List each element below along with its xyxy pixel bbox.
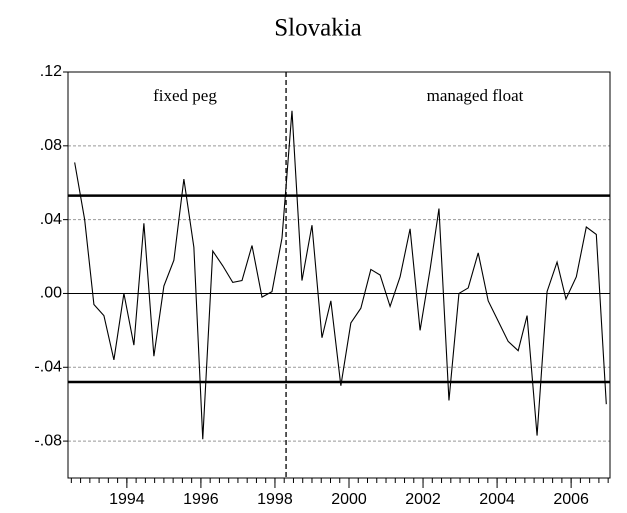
annotation: fixed peg: [153, 86, 217, 105]
x-tick-label: 2002: [405, 491, 441, 508]
data-line: [74, 110, 607, 440]
annotation: managed float: [427, 86, 524, 105]
chart-title: Slovakia: [274, 15, 362, 42]
x-tick-label: 2004: [479, 491, 515, 508]
x-tick-label: 1996: [183, 491, 219, 508]
y-tick-label: -.08: [34, 432, 62, 449]
x-tick-label: 2000: [331, 491, 367, 508]
y-tick-label: .08: [40, 137, 62, 154]
y-tick-label: .04: [40, 211, 62, 228]
x-tick-label: 1994: [109, 491, 145, 508]
x-tick-label: 1998: [257, 491, 293, 508]
y-tick-label: .00: [40, 285, 62, 302]
x-tick-label: 2006: [553, 491, 589, 508]
plot-frame: [67, 71, 611, 479]
y-tick-label: .12: [40, 63, 62, 80]
y-tick-label: -.04: [34, 358, 62, 375]
